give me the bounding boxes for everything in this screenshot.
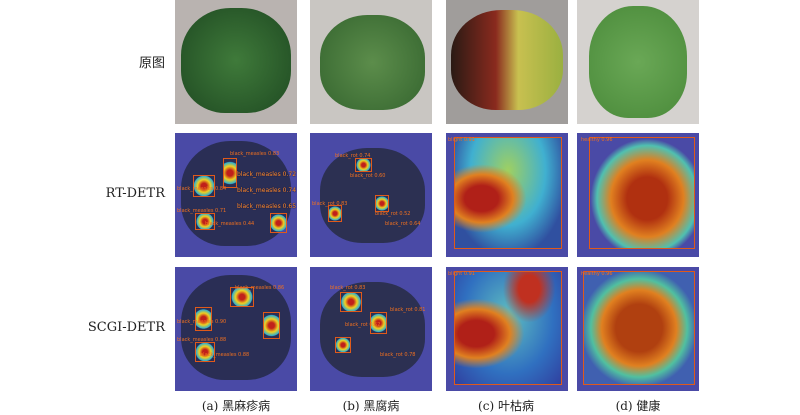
detection-box bbox=[263, 312, 280, 339]
heatmap-region bbox=[583, 271, 695, 385]
rt-detr-heatmap-black-measles: black_measles 0.83 black_measles 0.72 bl… bbox=[175, 133, 297, 257]
detection-box bbox=[340, 292, 362, 312]
detection-label: black_rot 0.52 bbox=[375, 211, 411, 217]
detection-label: black_rot 0.64 bbox=[385, 221, 421, 227]
detection-box bbox=[195, 307, 212, 331]
detection-label: black_measles 0.90 bbox=[177, 319, 227, 325]
detection-label: black_measles 0.88 bbox=[177, 337, 227, 343]
original-image-healthy bbox=[577, 0, 699, 124]
row-label-scgi-detr: SCGI-DETR bbox=[87, 320, 165, 335]
leaf bbox=[451, 10, 563, 110]
detection-box bbox=[270, 213, 287, 233]
detection-label: black_rot 0.52 bbox=[345, 322, 381, 328]
detection-box bbox=[375, 195, 389, 212]
detection-label: blight 0.91 bbox=[448, 137, 475, 143]
caption-black-rot: (b) 黑腐病 bbox=[342, 399, 400, 413]
detection-label: black_measles 0.74 bbox=[237, 187, 297, 194]
detection-label: black_rot 0.78 bbox=[380, 352, 416, 358]
detection-label: black_measles 0.71 bbox=[177, 208, 227, 214]
scgi-detr-heatmap-black-rot: black_rot 0.83 black_rot 0.81 black_rot … bbox=[310, 267, 432, 391]
original-image-black-measles bbox=[175, 0, 297, 124]
scgi-detr-heatmap-leaf-blight: blight 0.91 bbox=[446, 267, 568, 391]
detection-box bbox=[195, 213, 215, 230]
detection-label: black_measles 0.88 bbox=[200, 352, 250, 358]
leaf bbox=[320, 148, 425, 243]
caption-black-measles: (a) 黑麻疹病 bbox=[201, 399, 271, 413]
original-image-black-rot bbox=[310, 0, 432, 124]
scgi-detr-heatmap-healthy: healthy 0.96 bbox=[577, 267, 699, 391]
detection-label: black_measles 0.72 bbox=[237, 171, 297, 178]
rt-detr-heatmap-black-rot: black_rot 0.74 black_rot 0.60 black_rot … bbox=[310, 133, 432, 257]
detection-label: black_rot 0.81 bbox=[390, 307, 426, 313]
leaf bbox=[181, 8, 291, 113]
detection-label: black_rot 0.83 bbox=[330, 285, 366, 291]
heatmap-region bbox=[454, 137, 562, 249]
detection-box bbox=[223, 158, 237, 188]
detection-box bbox=[195, 342, 215, 362]
heatmap-region bbox=[589, 137, 695, 249]
detection-box bbox=[193, 175, 215, 197]
leaf bbox=[589, 6, 687, 118]
scgi-detr-heatmap-black-measles: black_measles 0.86 black_measles 0.88 bl… bbox=[175, 267, 297, 391]
detection-label: black_measles 0.65 bbox=[237, 203, 297, 210]
rt-detr-heatmap-healthy: healthy 0.96 bbox=[577, 133, 699, 257]
original-image-leaf-blight bbox=[446, 0, 568, 124]
caption-leaf-blight: (c) 叶枯病 bbox=[478, 399, 534, 413]
detection-label: black_measles 0.83 bbox=[230, 151, 280, 157]
detection-box bbox=[370, 312, 387, 334]
row-label-rt-detr: RT-DETR bbox=[105, 186, 165, 201]
detection-label: blight 0.91 bbox=[448, 271, 475, 277]
detection-box bbox=[328, 205, 342, 222]
heatmap-region bbox=[454, 271, 562, 385]
detection-label: black_rot 0.74 bbox=[335, 153, 371, 159]
detection-box bbox=[355, 158, 372, 172]
detection-box bbox=[335, 337, 351, 353]
detection-label: black_measles 0.86 bbox=[235, 285, 285, 291]
caption-healthy: (d) 健康 bbox=[615, 399, 661, 413]
detection-label: black_rot 0.60 bbox=[350, 173, 386, 179]
leaf bbox=[320, 15, 425, 110]
detection-label: black_rot 0.83 bbox=[312, 201, 348, 207]
detection-label: black_measles 0.44 bbox=[205, 221, 255, 227]
row-label-original: 原图 bbox=[138, 56, 165, 71]
detection-label: healthy 0.96 bbox=[581, 271, 613, 277]
detection-label: black_measles 0.84 bbox=[177, 186, 227, 192]
detection-box bbox=[230, 287, 254, 307]
rt-detr-heatmap-leaf-blight: blight 0.91 bbox=[446, 133, 568, 257]
detection-label: healthy 0.96 bbox=[581, 137, 613, 143]
